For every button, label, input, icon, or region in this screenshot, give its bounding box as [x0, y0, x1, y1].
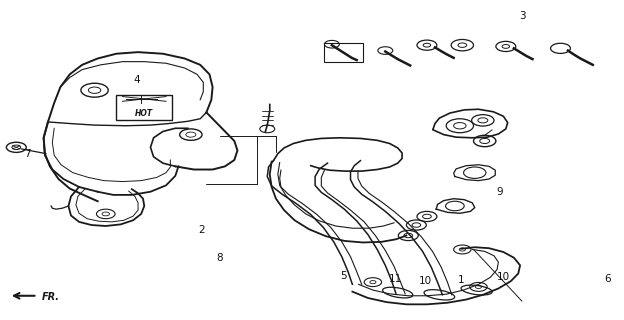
Text: 3: 3: [519, 11, 525, 21]
Text: 2: 2: [198, 225, 205, 235]
Text: 6: 6: [604, 274, 610, 284]
Text: 10: 10: [419, 276, 432, 285]
Text: 11: 11: [389, 274, 402, 284]
Text: 7: 7: [24, 149, 31, 159]
Text: FR.: FR.: [42, 292, 60, 302]
Text: HOT: HOT: [135, 108, 154, 117]
Text: 8: 8: [217, 253, 223, 263]
Text: 5: 5: [339, 271, 346, 281]
Bar: [324, 43, 363, 62]
Text: 4: 4: [134, 75, 140, 85]
Text: 1: 1: [458, 275, 464, 285]
Text: 10: 10: [497, 272, 510, 282]
Text: 9: 9: [496, 187, 503, 197]
